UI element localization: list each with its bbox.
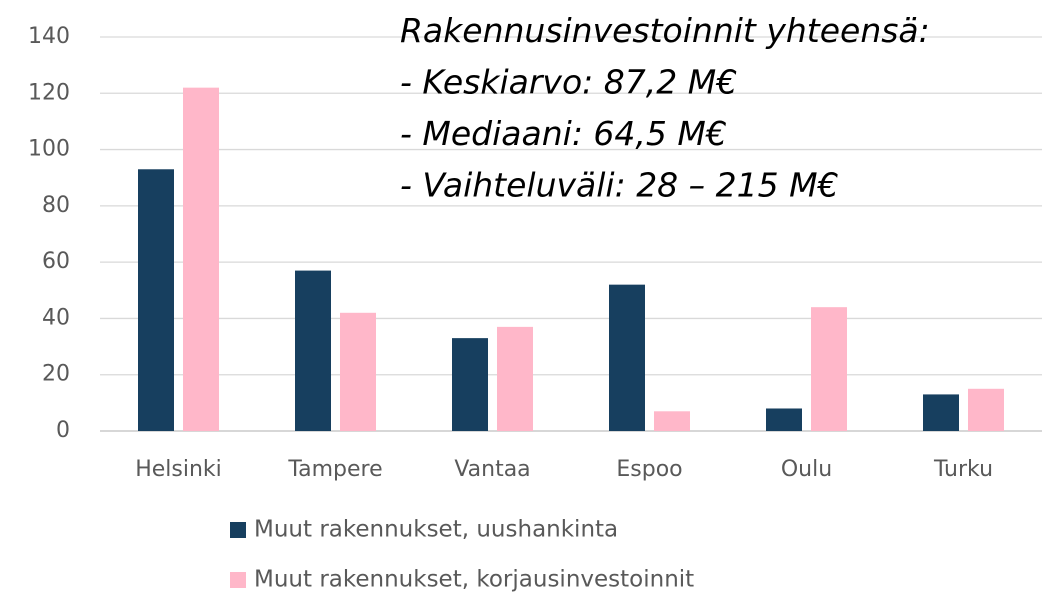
x-tick-label: Espoo	[616, 457, 682, 482]
x-tick-label: Tampere	[287, 457, 382, 482]
legend-swatch	[230, 572, 246, 588]
y-tick-label: 120	[28, 80, 70, 105]
bar	[968, 388, 1004, 431]
y-tick-label: 140	[28, 24, 70, 49]
annotation: Rakennusinvestoinnit yhteensä:	[400, 11, 930, 50]
bar	[497, 326, 533, 431]
bar	[654, 411, 690, 431]
bar	[923, 394, 959, 431]
x-tick-label: Oulu	[781, 457, 832, 482]
y-tick-label: 40	[42, 305, 70, 330]
legend-label: Muut rakennukset, uushankinta	[254, 517, 618, 543]
annotation: - Vaihteluväli: 28 – 215 M€	[400, 166, 839, 205]
bar	[138, 169, 174, 431]
annotation: - Mediaani: 64,5 M€	[400, 114, 727, 153]
bar	[766, 408, 802, 431]
x-tick-label: Turku	[933, 457, 993, 482]
y-tick-label: 0	[56, 418, 70, 443]
x-tick-label: Vantaa	[454, 457, 530, 482]
x-tick-label: Helsinki	[135, 457, 222, 482]
bar	[183, 87, 219, 432]
bar	[295, 270, 331, 431]
bar	[452, 338, 488, 431]
bar	[609, 284, 645, 431]
legend-swatch	[230, 522, 246, 538]
bar	[811, 307, 847, 431]
legend-label: Muut rakennukset, korjausinvestoinnit	[254, 567, 694, 593]
y-tick-label: 20	[42, 362, 70, 387]
y-tick-label: 80	[42, 193, 70, 218]
bar	[340, 312, 376, 431]
y-tick-label: 100	[28, 137, 70, 162]
annotation: - Keskiarvo: 87,2 M€	[400, 63, 737, 102]
y-tick-label: 60	[42, 249, 70, 274]
